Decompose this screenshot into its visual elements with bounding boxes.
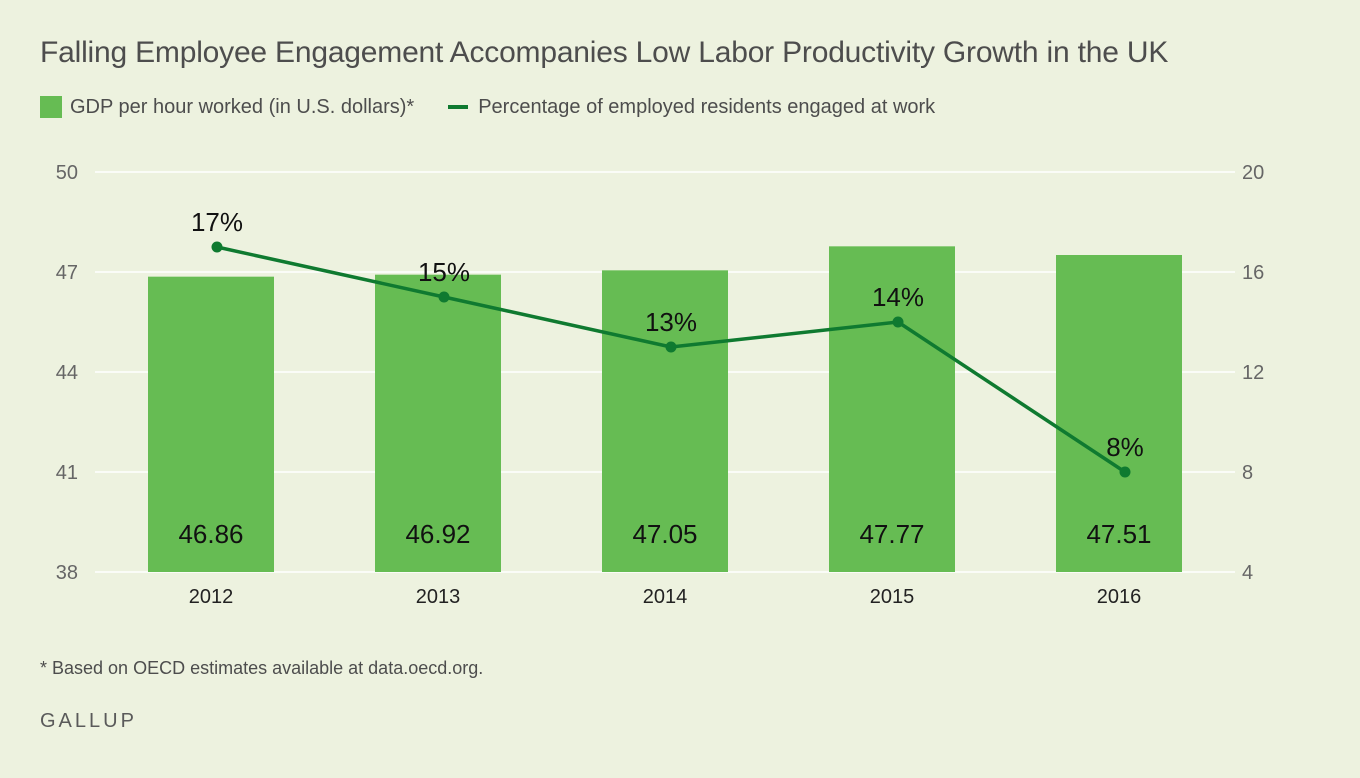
- y-left-tick-label: 41: [56, 462, 78, 484]
- chart-title: Falling Employee Engagement Accompanies …: [40, 36, 1169, 69]
- y-left-tick-label: 50: [56, 162, 78, 184]
- y-right-tick-label: 8: [1242, 462, 1253, 484]
- bar-value-label: 47.51: [1086, 519, 1151, 549]
- legend-item-engagement: Percentage of employed residents engaged…: [414, 96, 935, 119]
- line-value-label: 17%: [191, 207, 243, 237]
- bar: [1056, 255, 1182, 572]
- line-point: [211, 241, 223, 253]
- bar: [829, 246, 955, 572]
- legend: GDP per hour worked (in U.S. dollars)* P…: [40, 93, 935, 121]
- x-tick-label: 2012: [189, 586, 234, 608]
- line-point: [1119, 466, 1131, 478]
- line-value-label: 15%: [418, 257, 470, 287]
- line-value-label: 8%: [1106, 432, 1144, 462]
- bar-value-label: 46.86: [178, 519, 243, 549]
- y-right-tick-label: 4: [1242, 562, 1253, 584]
- legend-item-gdp: GDP per hour worked (in U.S. dollars)*: [40, 96, 414, 119]
- x-tick-label: 2014: [643, 586, 688, 608]
- line-point: [438, 291, 450, 303]
- footnote: * Based on OECD estimates available at d…: [40, 658, 484, 678]
- x-tick-label: 2013: [416, 586, 461, 608]
- chart: 38 41 44 47 50 4 8 12 16 20 46.86 46.92 47.05 47.77 47…: [56, 162, 1265, 608]
- legend-swatch-bar: [40, 96, 62, 118]
- bar-value-label: 47.77: [859, 519, 924, 549]
- y-right-tick-label: 12: [1242, 362, 1264, 384]
- bar-value-label: 46.92: [405, 519, 470, 549]
- y-left-tick-label: 38: [56, 562, 78, 584]
- bar-value-label: 47.05: [632, 519, 697, 549]
- line-value-label: 13%: [645, 307, 697, 337]
- gallup-logo: GALLUP: [40, 710, 137, 732]
- y-right-tick-label: 20: [1242, 162, 1264, 184]
- legend-swatch-line: [448, 105, 469, 109]
- x-tick-label: 2015: [870, 586, 915, 608]
- line-point: [665, 341, 677, 353]
- y-left-tick-label: 44: [56, 362, 78, 384]
- line-point: [892, 316, 904, 328]
- legend-label-engagement: Percentage of employed residents engaged…: [478, 95, 936, 118]
- bar: [148, 276, 274, 572]
- legend-label-gdp: GDP per hour worked (in U.S. dollars)*: [70, 95, 415, 118]
- line-value-label: 14%: [872, 282, 924, 312]
- bar: [375, 274, 501, 572]
- y-right-tick-label: 16: [1242, 262, 1264, 284]
- y-left-tick-label: 47: [56, 262, 78, 284]
- x-tick-label: 2016: [1097, 586, 1142, 608]
- bar: [602, 270, 728, 572]
